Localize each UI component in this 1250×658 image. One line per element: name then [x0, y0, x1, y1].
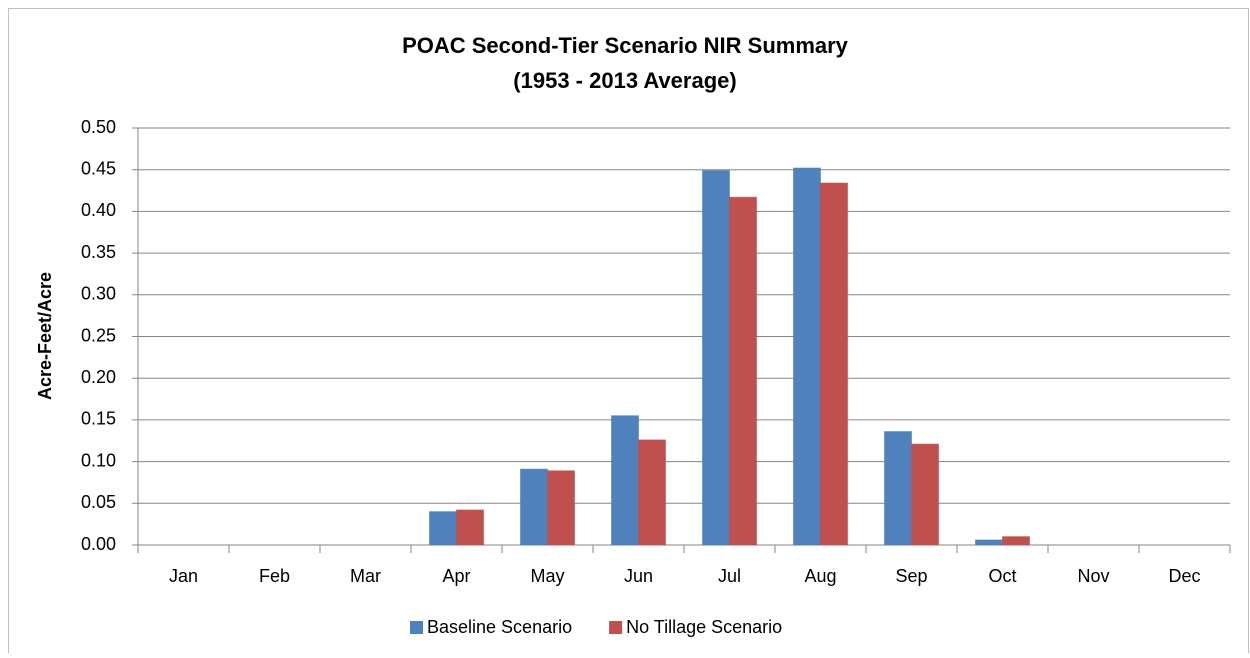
bar — [702, 170, 730, 546]
bar — [911, 443, 939, 546]
y-tick-label: 0.30 — [81, 284, 116, 304]
x-tick-label: Oct — [988, 566, 1016, 586]
y-tick-label: 0.50 — [81, 117, 116, 137]
bar — [611, 415, 639, 546]
x-tick-label: Feb — [259, 566, 290, 586]
y-tick-label: 0.00 — [81, 534, 116, 554]
x-tick-label: Jun — [624, 566, 653, 586]
bar — [1002, 536, 1030, 546]
bar — [520, 468, 548, 546]
x-tick-label: Nov — [1077, 566, 1109, 586]
x-tick-label: Mar — [350, 566, 381, 586]
y-tick-label: 0.45 — [81, 158, 116, 178]
legend-label: No Tillage Scenario — [626, 617, 782, 637]
bar — [793, 167, 821, 546]
bar — [547, 470, 575, 546]
bar — [820, 182, 848, 546]
bar — [638, 439, 666, 546]
x-tick-label: Jan — [169, 566, 198, 586]
x-tick-label: Jul — [718, 566, 741, 586]
y-tick-label: 0.25 — [81, 325, 116, 345]
bar — [456, 509, 484, 546]
chart-border — [8, 8, 1249, 658]
chart-subtitle: (1953 - 2013 Average) — [513, 68, 736, 93]
y-tick-label: 0.40 — [81, 200, 116, 220]
y-axis-title: Acre-Feet/Acre — [35, 272, 55, 400]
x-tick-label: Aug — [804, 566, 836, 586]
x-tick-label: May — [530, 566, 564, 586]
chart-title: POAC Second-Tier Scenario NIR Summary — [402, 33, 849, 58]
y-tick-label: 0.05 — [81, 492, 116, 512]
legend-swatch — [609, 621, 623, 634]
bar — [884, 431, 912, 546]
legend-label: Baseline Scenario — [427, 617, 572, 637]
x-tick-label: Apr — [442, 566, 470, 586]
y-tick-label: 0.35 — [81, 242, 116, 262]
y-tick-label: 0.20 — [81, 367, 116, 387]
bar — [729, 196, 757, 546]
y-tick-label: 0.10 — [81, 450, 116, 470]
x-tick-label: Dec — [1168, 566, 1200, 586]
y-tick-label: 0.15 — [81, 409, 116, 429]
bar — [975, 539, 1003, 546]
bar — [429, 511, 457, 546]
legend-swatch — [410, 621, 423, 634]
x-tick-label: Sep — [895, 566, 927, 586]
